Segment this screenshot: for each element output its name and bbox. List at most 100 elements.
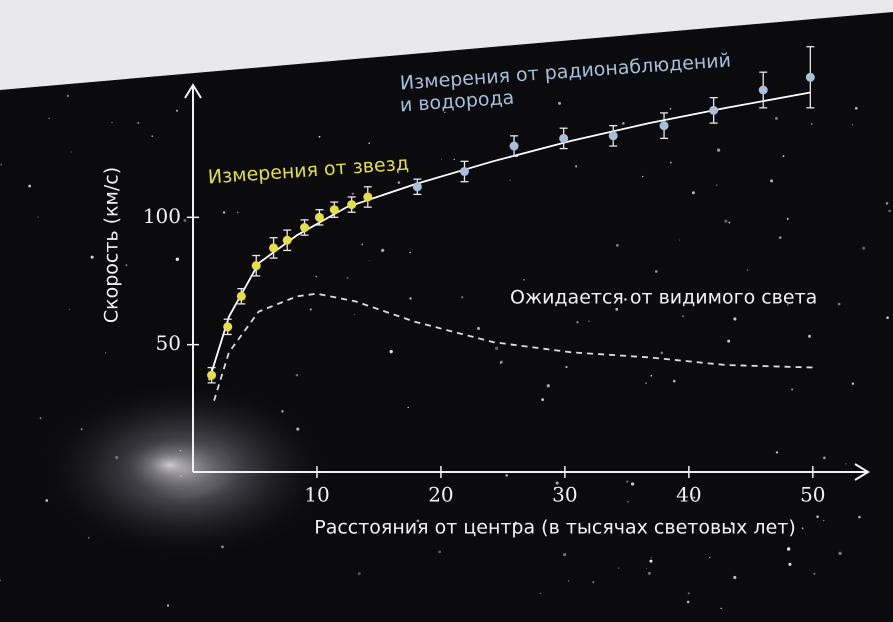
point (709, 105, 719, 115)
star (772, 522, 774, 525)
star (626, 480, 629, 483)
point (223, 322, 233, 332)
star (816, 515, 819, 518)
star (693, 496, 696, 499)
star (440, 158, 443, 160)
star (728, 221, 731, 224)
star (858, 515, 861, 519)
star (514, 521, 518, 525)
star (90, 255, 94, 259)
star-field (0, 94, 891, 610)
star (505, 474, 509, 477)
point (251, 261, 261, 271)
x-tick-label: 10 (304, 483, 329, 507)
star (45, 499, 49, 502)
galaxy-core (110, 433, 230, 497)
star (646, 567, 648, 569)
star (807, 334, 812, 338)
star (669, 107, 672, 110)
star (687, 592, 690, 595)
star (166, 604, 170, 607)
star (220, 545, 224, 549)
point (314, 212, 324, 222)
star (296, 427, 300, 431)
star (616, 244, 619, 247)
star (416, 519, 420, 523)
x-tick-label: 40 (676, 483, 701, 507)
star (787, 304, 789, 306)
star (788, 562, 792, 566)
star (546, 384, 550, 388)
star (660, 351, 664, 355)
expected-label: Ожидается от видимого света (510, 287, 817, 309)
point (412, 182, 422, 192)
star (368, 142, 371, 144)
y-tick-label: 100 (143, 204, 181, 228)
star (770, 179, 774, 183)
star (389, 350, 393, 354)
star (720, 607, 722, 610)
star (852, 124, 854, 126)
point (659, 121, 669, 131)
point (805, 72, 815, 82)
star (813, 572, 816, 575)
star (862, 246, 866, 250)
star (315, 275, 318, 278)
star (353, 313, 355, 316)
point (509, 141, 519, 151)
star (295, 373, 299, 377)
star (618, 567, 620, 569)
star (137, 121, 140, 125)
star (588, 320, 590, 322)
star (649, 559, 653, 563)
star (686, 600, 690, 604)
star (175, 257, 180, 261)
point (300, 223, 310, 233)
star (179, 449, 182, 452)
star (733, 317, 737, 321)
star (810, 122, 813, 125)
star (237, 211, 239, 214)
star (361, 243, 364, 246)
point (363, 192, 373, 202)
star (494, 346, 499, 350)
star (107, 200, 110, 203)
star (746, 269, 749, 271)
star (541, 398, 545, 402)
star (0, 579, 1, 582)
star (778, 236, 782, 239)
star (555, 481, 559, 485)
point (459, 166, 469, 176)
star (68, 308, 71, 311)
star (48, 117, 50, 120)
star (624, 298, 627, 301)
star (885, 202, 889, 205)
x-axis-arrow (854, 463, 870, 481)
star (409, 297, 412, 300)
star (309, 308, 312, 311)
star (351, 192, 355, 196)
star (647, 571, 651, 575)
star (851, 382, 855, 385)
star (105, 352, 107, 354)
star (775, 116, 778, 120)
star (357, 572, 361, 576)
star (539, 592, 542, 595)
star (565, 365, 568, 369)
star (222, 211, 226, 214)
star (650, 374, 653, 377)
y-tick-label: 50 (156, 331, 181, 355)
point (758, 85, 768, 95)
star (397, 181, 401, 184)
star (716, 148, 721, 152)
star (111, 121, 113, 124)
star (88, 536, 90, 539)
star (558, 101, 562, 105)
star (823, 456, 826, 460)
x-axis-label: Расстояния от центра (в тысячах световых… (314, 517, 796, 539)
star (691, 191, 695, 195)
y-axis-label: Скорость (км/с) (101, 167, 123, 323)
star (630, 482, 635, 486)
star (346, 277, 349, 280)
star (407, 406, 409, 409)
